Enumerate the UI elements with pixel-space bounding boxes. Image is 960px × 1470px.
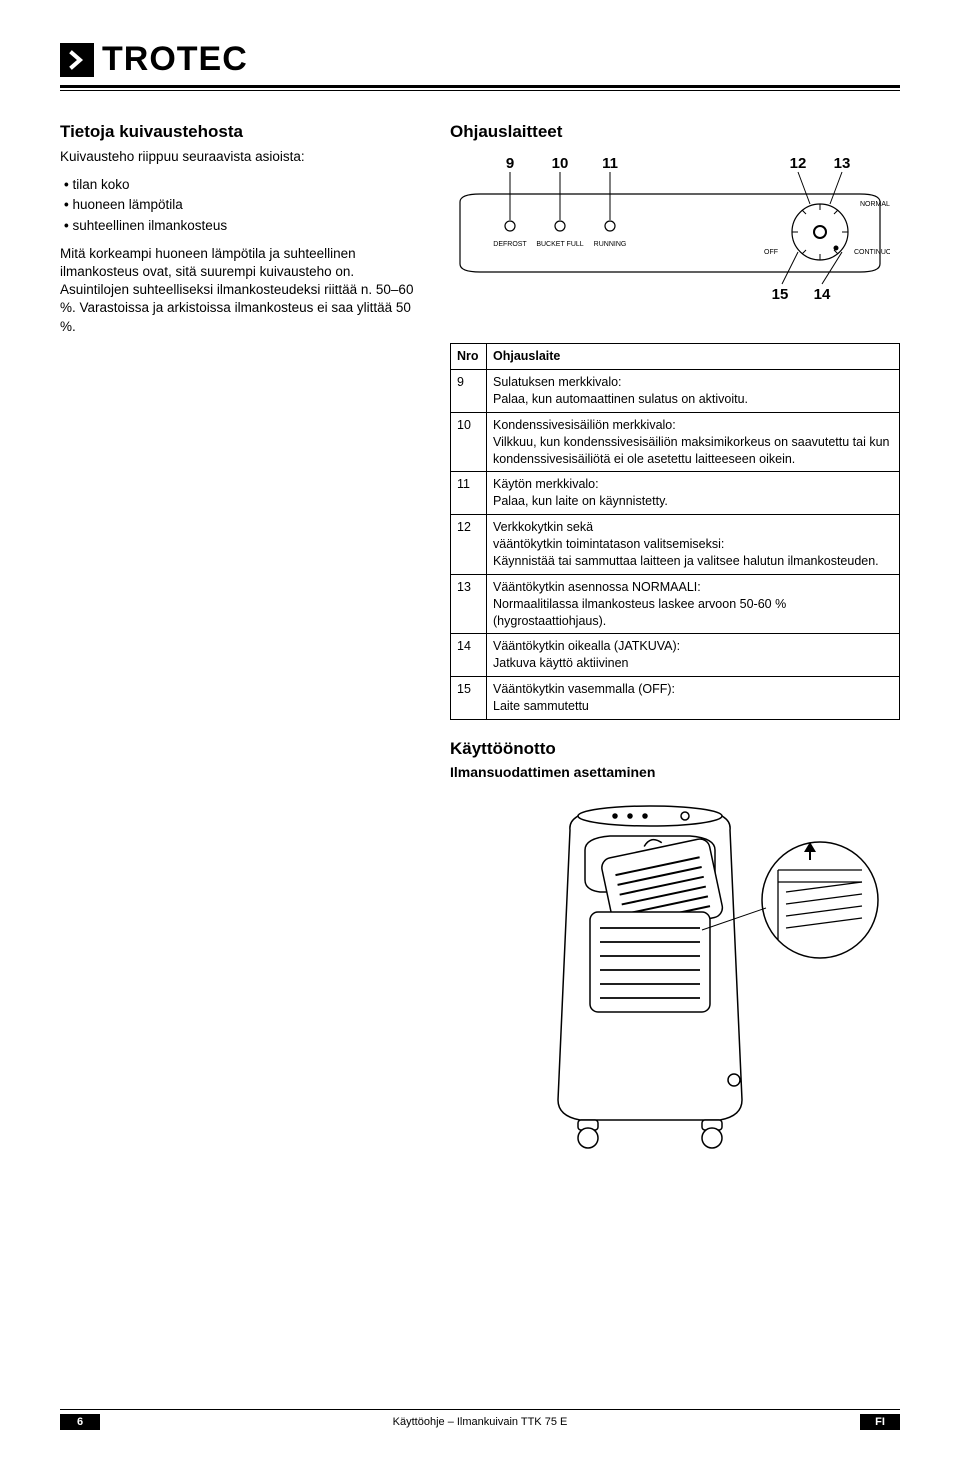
cell-nro: 13 bbox=[451, 574, 487, 634]
controls-table: Nro Ohjauslaite 9 Sulatuksen merkkivalo:… bbox=[450, 343, 900, 720]
left-bullets: tilan koko huoneen lämpötila suhteelline… bbox=[60, 176, 420, 235]
table-row: 9 Sulatuksen merkkivalo: Palaa, kun auto… bbox=[451, 370, 900, 413]
footer-center-text: Käyttöohje – Ilmankuivain TTK 75 E bbox=[100, 1416, 860, 1428]
table-row: 13 Vääntökytkin asennossa NORMAALI: Norm… bbox=[451, 574, 900, 634]
cell-text: Sulatuksen merkkivalo: Palaa, kun automa… bbox=[487, 370, 900, 413]
section2-heading: Käyttöönotto bbox=[450, 738, 900, 761]
callout-15: 15 bbox=[772, 286, 789, 303]
led-label-bucket: BUCKET FULL bbox=[536, 241, 583, 248]
cell-nro: 9 bbox=[451, 370, 487, 413]
dial-label-normal: NORMAL bbox=[860, 201, 890, 208]
cell-nro: 15 bbox=[451, 677, 487, 720]
page-footer: 6 Käyttöohje – Ilmankuivain TTK 75 E FI bbox=[0, 1409, 960, 1430]
header-rule-thin bbox=[60, 90, 900, 91]
th-ohjauslaite: Ohjauslaite bbox=[487, 344, 900, 370]
table-row: 14 Vääntökytkin oikealla (JATKUVA): Jatk… bbox=[451, 634, 900, 677]
cell-nro: 11 bbox=[451, 472, 487, 515]
bullet-item: suhteellinen ilmankosteus bbox=[64, 217, 420, 235]
left-heading: Tietoja kuivaustehosta bbox=[60, 121, 420, 144]
cell-text: Kondenssivesisäiliön merkkivalo: Vilkkuu… bbox=[487, 412, 900, 472]
device-illustration bbox=[450, 790, 900, 1175]
callout-14: 14 bbox=[814, 286, 831, 303]
brand-logo: TROTEC bbox=[60, 40, 900, 79]
cell-text: Käytön merkkivalo: Palaa, kun laite on k… bbox=[487, 472, 900, 515]
footer-lang: FI bbox=[860, 1414, 900, 1430]
cell-text: Vääntökytkin asennossa NORMAALI: Normaal… bbox=[487, 574, 900, 634]
table-row: 12 Verkkokytkin sekä vääntökytkin toimin… bbox=[451, 515, 900, 575]
footer-rule bbox=[60, 1409, 900, 1410]
bullet-item: huoneen lämpötila bbox=[64, 196, 420, 214]
callout-10: 10 bbox=[552, 155, 569, 172]
footer-page-number: 6 bbox=[60, 1414, 100, 1430]
callout-13: 13 bbox=[834, 155, 851, 172]
callout-9: 9 bbox=[506, 155, 514, 172]
th-nro: Nro bbox=[451, 344, 487, 370]
led-label-defrost: DEFROST bbox=[493, 241, 527, 248]
cell-nro: 14 bbox=[451, 634, 487, 677]
right-column: Ohjauslaitteet 9 10 11 12 13 bbox=[450, 121, 900, 1175]
table-row: 11 Käytön merkkivalo: Palaa, kun laite o… bbox=[451, 472, 900, 515]
led-label-running: RUNNING bbox=[594, 241, 627, 248]
table-row: 10 Kondenssivesisäiliön merkkivalo: Vilk… bbox=[451, 412, 900, 472]
dial-label-off: OFF bbox=[764, 249, 778, 256]
cell-nro: 12 bbox=[451, 515, 487, 575]
left-body: Mitä korkeampi huoneen lämpötila ja suht… bbox=[60, 245, 420, 336]
bullet-item: tilan koko bbox=[64, 176, 420, 194]
cell-text: Verkkokytkin sekä vääntökytkin toimintat… bbox=[487, 515, 900, 575]
header-rule-thick bbox=[60, 85, 900, 88]
right-heading: Ohjauslaitteet bbox=[450, 121, 900, 144]
callout-11: 11 bbox=[602, 155, 618, 172]
callout-12: 12 bbox=[790, 155, 807, 172]
cell-text: Vääntökytkin vasemmalla (OFF): Laite sam… bbox=[487, 677, 900, 720]
control-panel-diagram: 9 10 11 12 13 DE bbox=[450, 154, 900, 329]
left-column: Tietoja kuivaustehosta Kuivausteho riipp… bbox=[60, 121, 420, 1175]
cell-nro: 10 bbox=[451, 412, 487, 472]
dial-label-continuous: CONTINUOUS bbox=[854, 249, 890, 256]
table-row: 15 Vääntökytkin vasemmalla (OFF): Laite … bbox=[451, 677, 900, 720]
cell-text: Vääntökytkin oikealla (JATKUVA): Jatkuva… bbox=[487, 634, 900, 677]
logo-chevron-icon bbox=[60, 43, 94, 77]
left-intro: Kuivausteho riippuu seuraavista asioista… bbox=[60, 148, 420, 166]
brand-name: TROTEC bbox=[102, 40, 248, 79]
section2-sub: Ilmansuodattimen asettaminen bbox=[450, 763, 900, 782]
